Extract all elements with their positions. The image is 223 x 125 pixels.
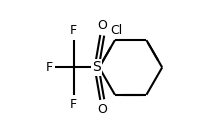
Text: O: O: [97, 19, 107, 32]
Text: F: F: [70, 98, 77, 111]
Text: S: S: [92, 60, 101, 74]
Text: F: F: [70, 24, 77, 37]
Text: F: F: [46, 61, 53, 74]
Text: Cl: Cl: [110, 24, 122, 37]
Text: O: O: [97, 103, 107, 116]
